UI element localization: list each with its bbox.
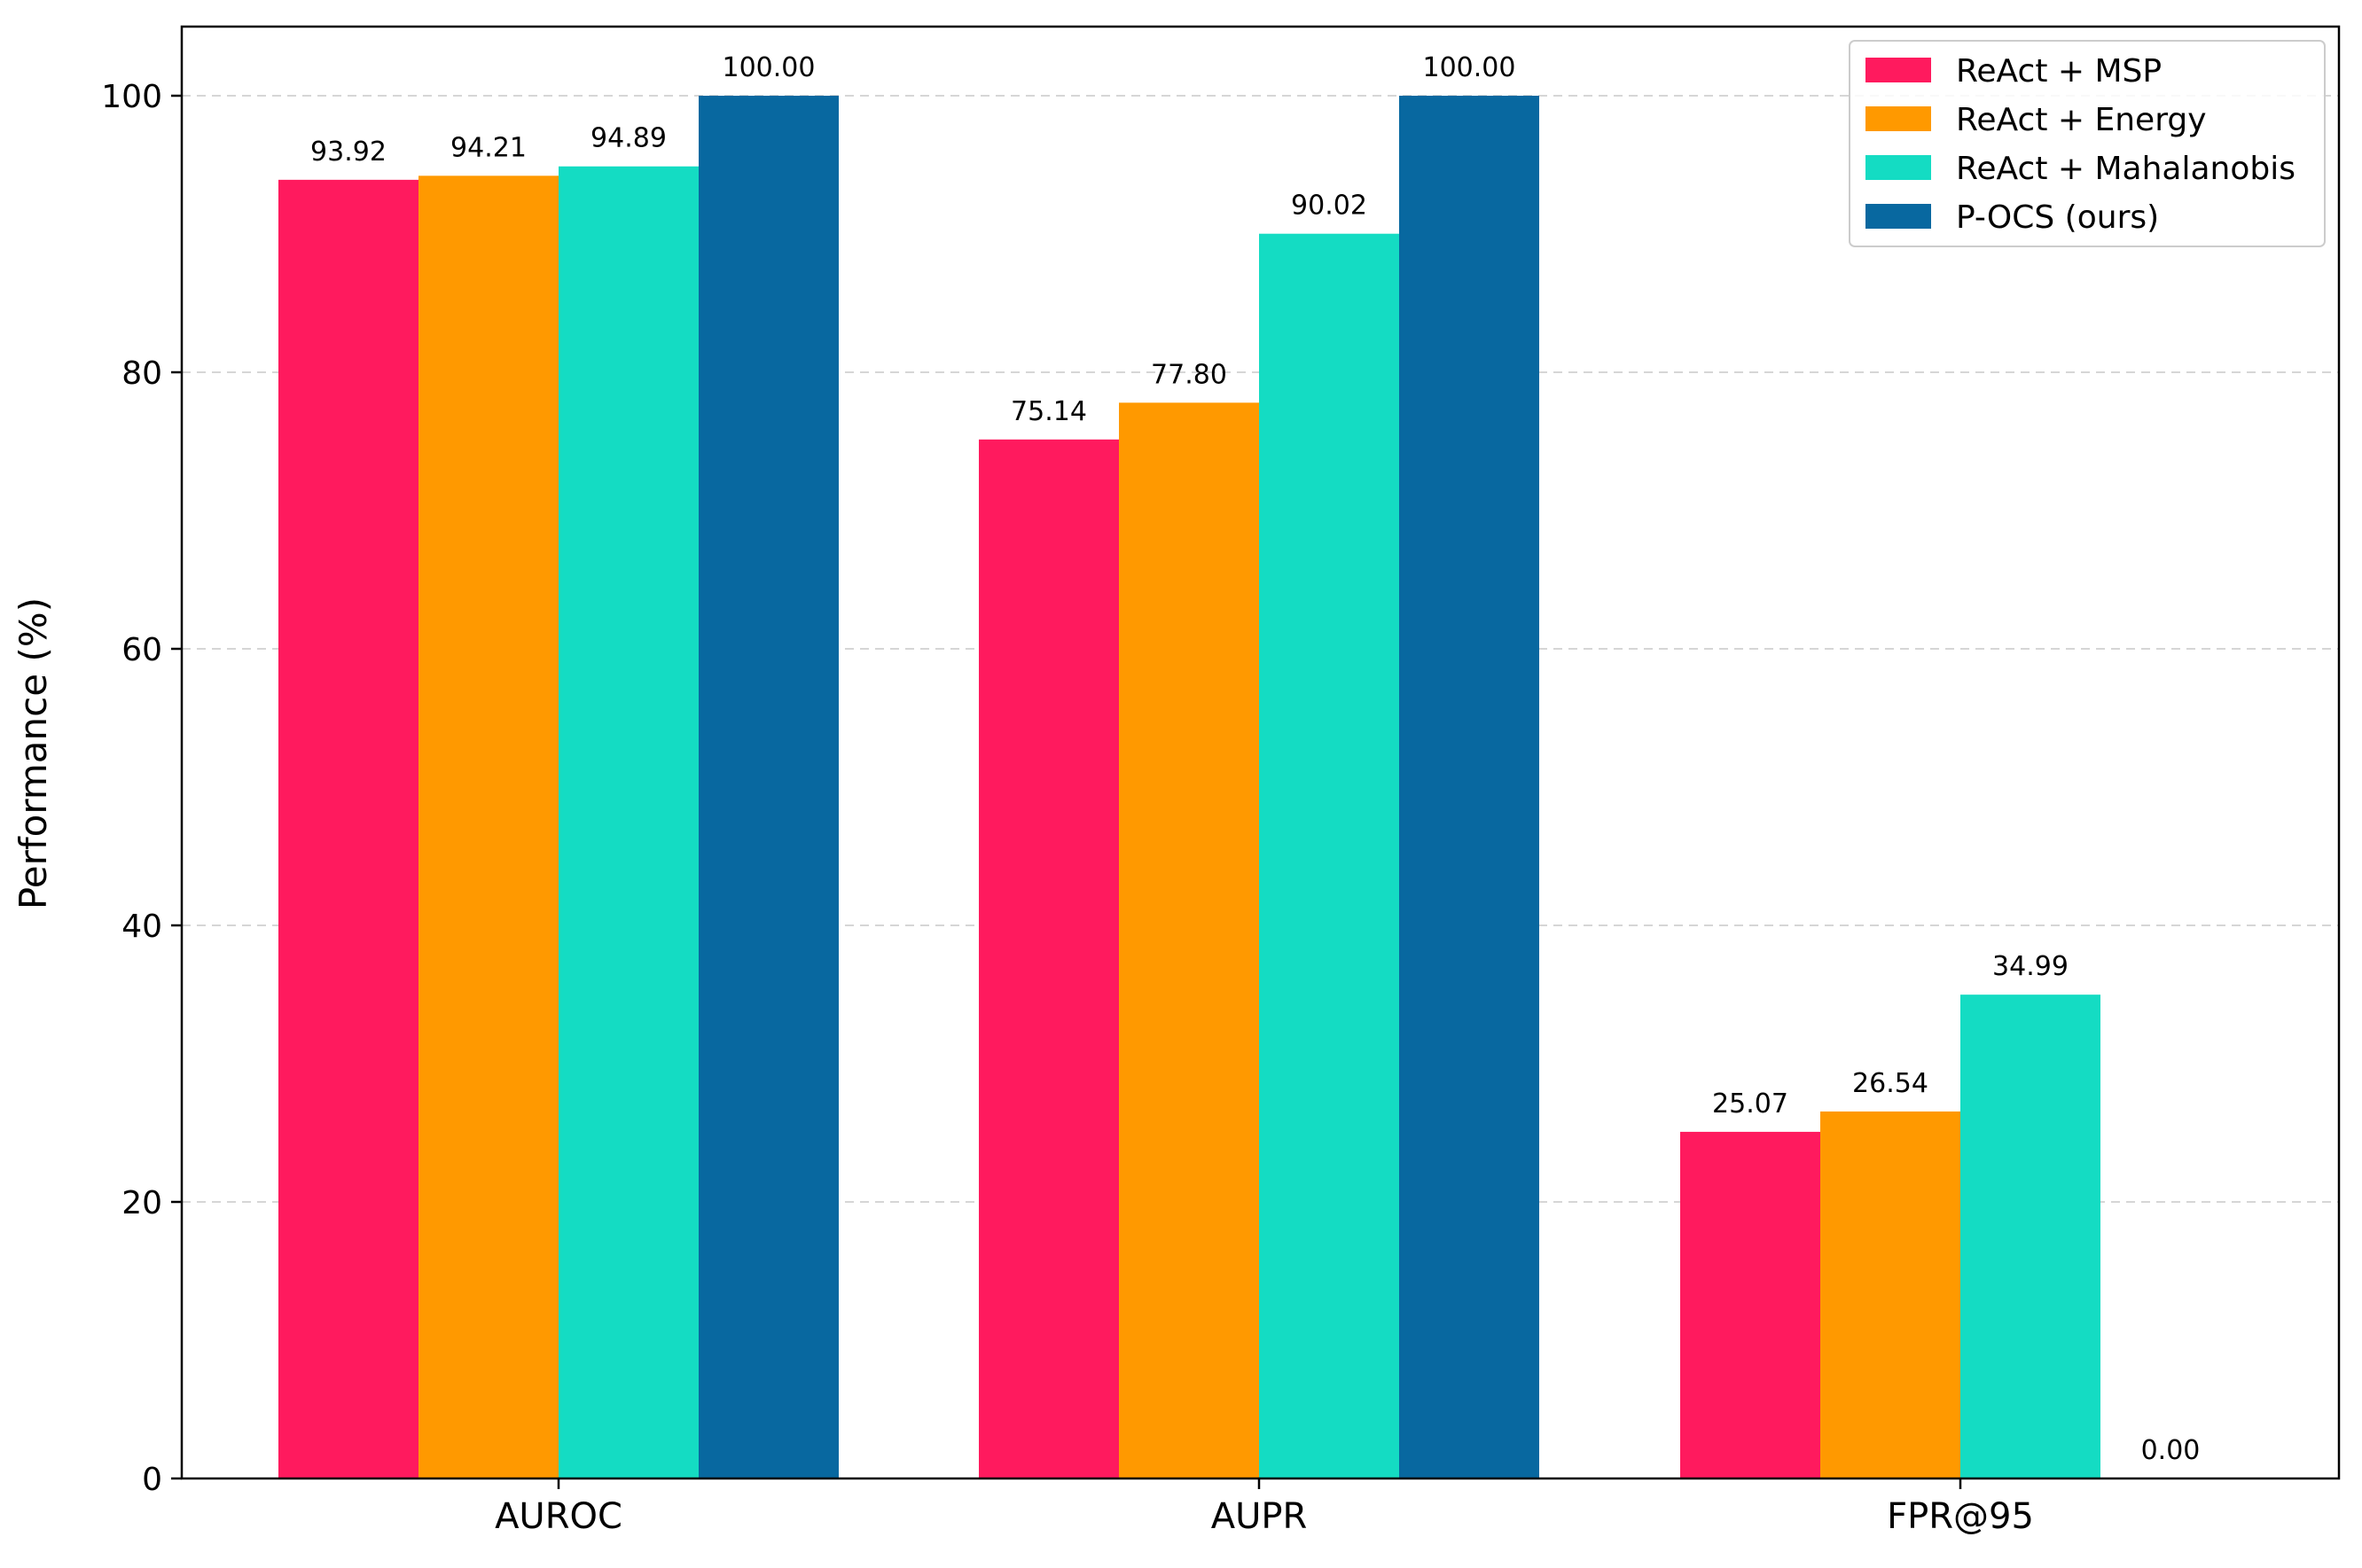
y-tick-label: 100 bbox=[101, 79, 162, 115]
data-label: 77.80 bbox=[1151, 359, 1227, 390]
legend-swatch bbox=[1865, 155, 1931, 180]
legend-label: P-OCS (ours) bbox=[1956, 199, 2159, 236]
x-tick-label: AUPR bbox=[1211, 1496, 1308, 1537]
bar-react-msp-auroc bbox=[278, 179, 418, 1478]
legend-swatch bbox=[1865, 204, 1931, 229]
data-label: 100.00 bbox=[723, 52, 816, 83]
bar-react-energy-aupr bbox=[1119, 402, 1259, 1478]
y-tick-label: 0 bbox=[142, 1462, 162, 1498]
y-tick-label: 60 bbox=[121, 632, 162, 668]
x-tick-label: FPR@95 bbox=[1887, 1496, 2034, 1537]
plot-frame bbox=[180, 25, 2341, 1480]
data-label: 90.02 bbox=[1291, 191, 1367, 222]
y-tick-label: 20 bbox=[121, 1185, 162, 1221]
legend-label: ReAct + Mahalanobis bbox=[1956, 151, 2296, 187]
bar-react-mahalanobis-aupr bbox=[1259, 233, 1399, 1478]
bar-p-ocs-ours--auroc bbox=[699, 96, 839, 1478]
bars bbox=[278, 96, 2100, 1479]
data-label: 100.00 bbox=[1423, 52, 1516, 83]
bar-p-ocs-ours--aupr bbox=[1399, 96, 1539, 1478]
legend-label: ReAct + Energy bbox=[1956, 102, 2207, 138]
legend-box bbox=[1849, 40, 2326, 247]
x-tick-label: AUROC bbox=[495, 1496, 622, 1537]
y-axis-ticks: 0 20 40 60 80 100 bbox=[101, 79, 182, 1498]
bar-react-msp-fpr-95 bbox=[1680, 1131, 1820, 1478]
legend-swatch bbox=[1865, 58, 1931, 82]
y-axis-title: Performance (%) bbox=[12, 597, 55, 909]
y-tick-label: 40 bbox=[121, 909, 162, 945]
bar-react-energy-auroc bbox=[418, 176, 559, 1479]
data-label: 34.99 bbox=[1992, 951, 2069, 982]
bar-react-msp-aupr bbox=[979, 439, 1119, 1478]
data-label: 0.00 bbox=[2141, 1435, 2201, 1466]
data-label: 25.07 bbox=[1712, 1088, 1788, 1119]
data-label: 94.89 bbox=[590, 123, 667, 154]
x-axis-ticks: AUROC AUPR FPR@95 bbox=[495, 1478, 2034, 1537]
data-label: 94.21 bbox=[450, 132, 527, 163]
bar-react-mahalanobis-auroc bbox=[559, 166, 699, 1478]
data-labels: 93.92 75.14 25.07 94.21 77.80 26.54 94.89 90.02… bbox=[310, 52, 2200, 1466]
bar-react-energy-fpr-95 bbox=[1820, 1111, 1960, 1478]
legend: ReAct + MSP ReAct + Energy ReAct + Mahalan… bbox=[1849, 40, 2326, 247]
legend-label: ReAct + MSP bbox=[1956, 53, 2162, 90]
legend-swatch bbox=[1865, 106, 1931, 131]
data-label: 26.54 bbox=[1852, 1068, 1928, 1099]
data-label: 93.92 bbox=[310, 137, 387, 168]
bar-react-mahalanobis-fpr-95 bbox=[1960, 995, 2100, 1478]
data-label: 75.14 bbox=[1011, 396, 1087, 427]
y-tick-label: 80 bbox=[121, 355, 162, 392]
